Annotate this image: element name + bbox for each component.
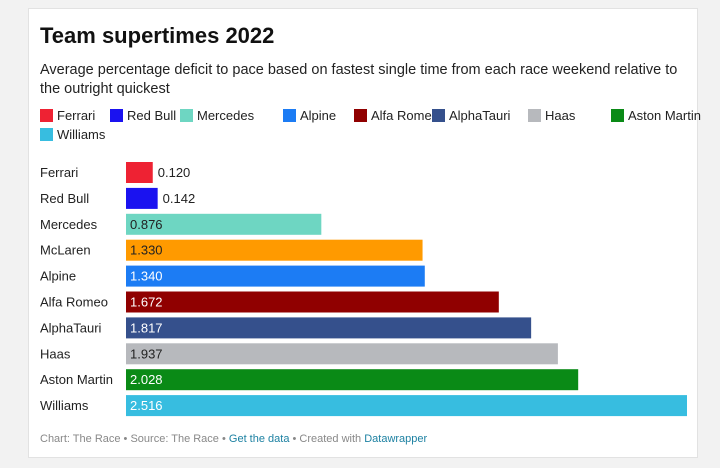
legend-item-williams: Williams [40,127,105,142]
category-label: Aston Martin [40,372,113,387]
legend-item-alpine: Alpine [283,108,336,123]
legend-swatch [40,128,53,141]
legend-label: Ferrari [57,108,96,123]
chart-card: Team supertimes 2022 Average percentage … [28,8,701,458]
category-label: McLaren [40,243,91,258]
legend-item-mercedes: Mercedes [180,108,254,123]
value-label: 0.120 [158,165,191,180]
legend-label: AlphaTauri [449,108,511,123]
legend-item-alphatauri: AlphaTauri [432,108,510,123]
footer-created-with: • Created with [289,433,365,445]
legend-item-haas: Haas [528,108,575,123]
datawrapper-link[interactable]: Datawrapper [364,433,428,445]
legend-swatch [40,109,53,122]
legend-label: Alfa Romeo [371,108,439,123]
legend-swatch [528,109,541,122]
bar-williams [126,395,687,417]
bar-ferrari [126,162,153,183]
legend-swatch [611,109,624,122]
get-data-link[interactable]: Get the data [228,433,290,445]
legend-label: Williams [57,127,106,142]
legend-item-aston-martin: Aston Martin [611,108,701,123]
value-label: 2.028 [130,372,163,387]
bar-alpine [126,265,425,287]
bar-aston-martin [126,369,579,391]
category-label: Alpine [40,269,76,284]
legend-swatch [283,109,296,122]
category-label: Williams [40,398,89,413]
footer-source: Chart: The Race • Source: The Race • [40,433,229,445]
category-label: AlphaTauri [40,320,102,335]
category-label: Red Bull [40,191,89,206]
bar-mercedes [126,213,322,235]
category-label: Ferrari [40,165,78,180]
legend-swatch [180,109,193,122]
category-label: Haas [40,346,71,361]
bar-chart: Ferrari 0.120 Red Bull 0.142 Mercedes 0.876 Mc… [40,162,687,417]
legend-item-ferrari: Ferrari [40,108,95,123]
value-label: 1.330 [130,243,163,258]
legend-label: Aston Martin [628,108,701,123]
chart-footer: Chart: The Race • Source: The Race • Get… [40,433,427,445]
bar-red-bull [126,187,158,209]
legend-swatch [354,109,367,122]
chart-title: Team supertimes 2022 [40,23,275,48]
legend-label: Red Bull [127,108,177,123]
value-label: 1.672 [130,295,163,310]
value-label: 0.142 [163,191,196,206]
value-label: 1.817 [130,320,163,335]
legend-label: Haas [545,108,576,123]
legend-item-red-bull: Red Bull [110,108,176,123]
legend-label: Mercedes [197,108,255,123]
category-label: Alfa Romeo [40,295,108,310]
category-label: Mercedes [40,217,98,232]
bar-mclaren [126,239,423,261]
legend-label: Alpine [300,108,337,123]
chart-subtitle: Average percentage deficit to pace based… [40,62,678,97]
legend-swatch [432,109,445,122]
bar-alfa-romeo [126,291,499,313]
bar-haas [126,343,558,365]
legend-swatch [110,109,123,122]
value-label: 1.937 [130,346,163,361]
value-label: 1.340 [130,269,163,284]
legend-item-alfa-romeo: Alfa Romeo [354,108,439,123]
value-label: 0.876 [130,217,163,232]
bar-alphatauri [126,317,532,339]
value-label: 2.516 [130,398,163,413]
